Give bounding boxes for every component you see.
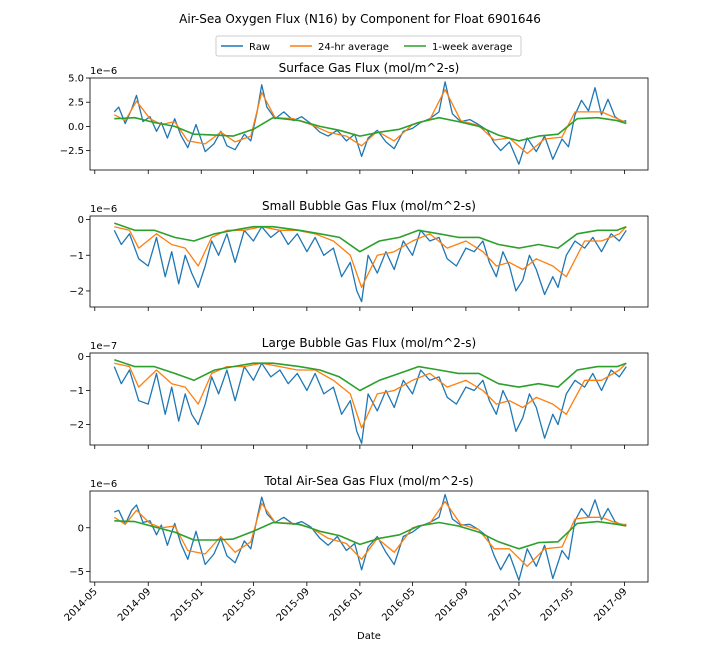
series-raw <box>113 362 627 444</box>
series-24hr <box>113 88 627 155</box>
y-tick-label: −5 <box>69 567 84 578</box>
series-1week <box>114 359 627 392</box>
subplot-1: Surface Gas Flux (mol/m^2-s) 1e−6 5.0 2.5 0.… <box>60 61 649 174</box>
y-tick-label: 2.5 <box>68 98 84 109</box>
series-raw <box>113 81 627 165</box>
series-raw <box>113 226 627 303</box>
x-tick-label: 2015-05 <box>221 586 258 623</box>
x-tick-label: 2015-09 <box>275 586 312 623</box>
subplot-title: Total Air-Sea Gas Flux (mol/m^2-s) <box>263 474 473 488</box>
subplot-3: Large Bubble Gas Flux (mol/m^2-s) 1e−7 0 −1… <box>69 336 649 449</box>
subplot-title: Surface Gas Flux (mol/m^2-s) <box>279 61 460 75</box>
subplots: Surface Gas Flux (mol/m^2-s) 1e−6 5.0 2.5 0.… <box>60 61 649 586</box>
plot-area-frame <box>89 215 649 308</box>
y-tick-label: 0 <box>78 352 84 363</box>
y-offset-label: 1e−6 <box>90 204 117 215</box>
x-tick-label: 2014-09 <box>116 586 153 623</box>
series-1week <box>114 116 627 142</box>
legend-label-24hr: 24-hr average <box>318 42 389 53</box>
y-offset-label: 1e−6 <box>90 66 117 77</box>
x-tick-label: 2017-09 <box>592 586 629 623</box>
x-axis-label: Date <box>357 631 381 642</box>
y-offset-label: 1e−6 <box>90 479 117 490</box>
plot-area-frame <box>89 490 649 583</box>
x-tick-label: 2015-01 <box>169 586 206 623</box>
subplot-title: Small Bubble Gas Flux (mol/m^2-s) <box>262 199 476 213</box>
plot-area-frame <box>89 77 649 171</box>
y-tick-label: −1 <box>69 251 84 262</box>
y-offset-label: 1e−7 <box>90 341 117 352</box>
subplot-2: Small Bubble Gas Flux (mol/m^2-s) 1e−6 0 −1… <box>69 199 649 311</box>
subplot-title: Large Bubble Gas Flux (mol/m^2-s) <box>262 336 476 350</box>
series-24hr <box>114 226 627 289</box>
legend-label-1week: 1-week average <box>432 42 512 53</box>
y-tick-label: 0 <box>78 215 84 226</box>
series-24hr <box>113 500 627 567</box>
y-tick-label: 0 <box>78 523 84 534</box>
y-tick-label: 0.0 <box>68 122 84 133</box>
x-tick-label: 2016-09 <box>434 586 471 623</box>
x-tick-label: 2016-01 <box>328 586 365 623</box>
x-axis: 2014-05 2014-09 2015-01 2015-05 2015-09 2016-… <box>63 586 630 623</box>
legend: Raw 24-hr average 1-week average <box>215 35 522 57</box>
series-1week <box>114 520 627 550</box>
legend-label-raw: Raw <box>249 42 270 53</box>
x-tick-label: 2017-01 <box>487 586 524 623</box>
x-tick-label: 2017-05 <box>539 586 576 623</box>
y-tick-label: −2 <box>69 286 84 297</box>
plot-area-frame <box>89 352 649 446</box>
series-24hr <box>114 362 627 429</box>
x-tick-label: 2016-05 <box>380 586 417 623</box>
series-1week <box>114 222 627 253</box>
y-tick-label: −2 <box>69 420 84 431</box>
series-raw <box>114 493 627 581</box>
figure-title: Air-Sea Oxygen Flux (N16) by Component f… <box>179 12 541 26</box>
y-tick-label: −1 <box>69 386 84 397</box>
x-tick-label: 2014-05 <box>63 586 100 623</box>
y-tick-label: 5.0 <box>68 74 84 85</box>
legend-frame <box>215 35 522 57</box>
subplot-4: Total Air-Sea Gas Flux (mol/m^2-s) 1e−6 0 −… <box>69 474 649 586</box>
y-tick-label: −2.5 <box>60 146 84 157</box>
